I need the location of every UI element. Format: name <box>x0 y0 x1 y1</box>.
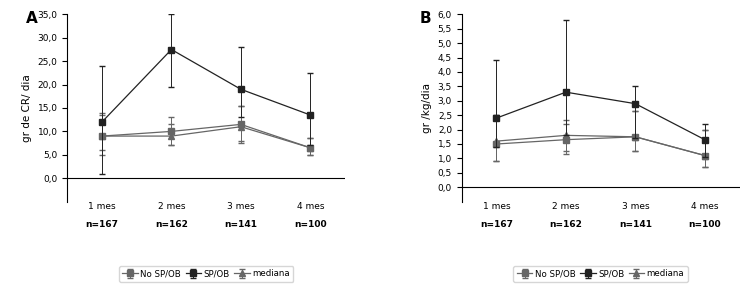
Text: 4 mes: 4 mes <box>691 202 719 211</box>
Text: n=167: n=167 <box>480 220 513 229</box>
Text: n=162: n=162 <box>550 220 583 229</box>
Text: 4 mes: 4 mes <box>297 202 324 211</box>
Legend: No SP/OB, SP/OB, mediana: No SP/OB, SP/OB, mediana <box>119 266 294 282</box>
Legend: No SP/OB, SP/OB, mediana: No SP/OB, SP/OB, mediana <box>513 266 688 282</box>
Text: 3 mes: 3 mes <box>622 202 649 211</box>
Text: 1 mes: 1 mes <box>483 202 510 211</box>
Text: n=100: n=100 <box>294 220 326 229</box>
Text: B: B <box>420 11 432 26</box>
Text: n=100: n=100 <box>689 220 721 229</box>
Text: 2 mes: 2 mes <box>158 202 185 211</box>
Text: 1 mes: 1 mes <box>88 202 116 211</box>
Y-axis label: gr de CR/ dia: gr de CR/ dia <box>22 74 32 142</box>
Text: 2 mes: 2 mes <box>552 202 580 211</box>
Text: A: A <box>25 11 37 26</box>
Text: n=141: n=141 <box>619 220 652 229</box>
Text: n=162: n=162 <box>155 220 187 229</box>
Y-axis label: gr /kg/dia: gr /kg/dia <box>422 83 433 133</box>
Text: n=167: n=167 <box>85 220 119 229</box>
Text: n=141: n=141 <box>224 220 258 229</box>
Text: 3 mes: 3 mes <box>227 202 255 211</box>
